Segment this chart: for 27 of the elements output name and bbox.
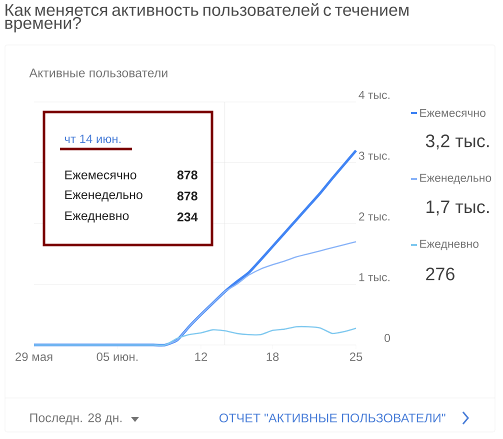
y-tick-label: 2 тыс. — [358, 212, 390, 221]
legend-label: Ежемесячно — [420, 108, 486, 117]
text: 3,2 тыс. — [426, 134, 489, 150]
annotation: Еженедельно — [65, 190, 142, 202]
y-tick-label: 0 — [384, 334, 390, 342]
chart-title: Как меняется активность пользователей с течением времени? — [5, 3, 408, 32]
x-tick-label: 12 — [195, 352, 208, 361]
x-tick-label: 29 мая — [16, 352, 52, 362]
annotation: 234 — [177, 212, 198, 222]
annotation: 878 — [177, 170, 198, 180]
annotation: чт 14 июн. — [64, 134, 121, 144]
y-tick-label: 3 тыс. — [358, 152, 390, 160]
text: Последн. 28 дн. — [30, 413, 122, 425]
text: ОТЧЕТ "АКТИВНЫЕ ПОЛЬЗОВАТЕЛИ" — [220, 414, 446, 422]
x-tick-label: 05 июн. — [96, 352, 138, 362]
y-tick-label: 1 тыс. — [359, 273, 390, 282]
annotation: 878 — [177, 192, 198, 200]
x-tick-label: 18 — [266, 352, 279, 362]
x-tick-label: 25 — [350, 352, 362, 362]
text: 276 — [426, 268, 454, 280]
annotation: Ежемесячно — [65, 170, 136, 180]
text: 1,7 тыс. — [426, 200, 489, 216]
chart-subtitle: Активные пользователи — [29, 68, 168, 78]
y-tick-label: 4 тыс. — [358, 90, 390, 99]
annotation: Ежедневно — [65, 211, 129, 223]
legend-label: Ежедневно — [420, 240, 479, 250]
legend-label: Еженедельно — [420, 174, 492, 184]
